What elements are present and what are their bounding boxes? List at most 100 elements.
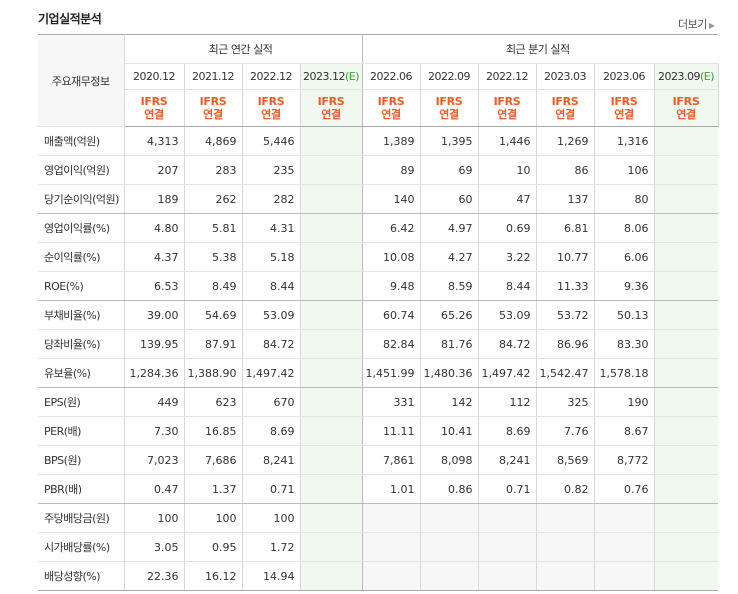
period-label: 2023.09 xyxy=(658,70,701,83)
value-cell: 14.94 xyxy=(242,561,301,591)
financial-summary-table: 주요재무정보 최근 연간 실적 최근 분기 실적 2020.12 2021.12 2022… xyxy=(38,34,719,591)
value-cell: 139.95 xyxy=(124,329,185,359)
value-cell: 5.81 xyxy=(184,213,243,243)
ifrs-label: IFRS xyxy=(317,95,345,108)
value-cell: 11.33 xyxy=(536,271,595,301)
period-header: 2022.12 xyxy=(478,63,537,90)
ifrs-label: IFRS xyxy=(610,95,638,108)
value-cell xyxy=(300,126,363,156)
value-cell: 1,284.36 xyxy=(124,358,185,388)
row-label: 영업이익(억원) xyxy=(38,155,125,185)
value-cell: 189 xyxy=(124,184,185,214)
value-cell: 82.84 xyxy=(362,329,421,359)
value-cell: 1,316 xyxy=(594,126,655,156)
value-cell: 1,480.36 xyxy=(420,358,479,388)
value-cell: 84.72 xyxy=(242,329,301,359)
period-label: 2022.12 xyxy=(486,70,529,83)
row-label: 주당배당금(원) xyxy=(38,503,125,533)
estimate-mark: (E) xyxy=(700,70,715,83)
table-row: 부채비율(%) 39.00 54.69 53.09 60.74 65.26 53.09 53.… xyxy=(38,300,719,330)
value-cell: 0.76 xyxy=(594,474,655,504)
value-cell xyxy=(300,329,363,359)
value-cell: 283 xyxy=(184,155,243,185)
table-row: 순이익률(%) 4.37 5.38 5.18 10.08 4.27 3.22 10.77 6.0… xyxy=(38,242,719,272)
consolidated-label: 연결 xyxy=(676,108,696,121)
value-cell xyxy=(300,445,363,475)
value-cell xyxy=(654,532,719,562)
value-cell: 87.91 xyxy=(184,329,243,359)
value-cell: 0.69 xyxy=(478,213,537,243)
ifrs-label: IFRS xyxy=(435,95,463,108)
more-link[interactable]: 더보기 ▶ xyxy=(678,16,715,32)
value-cell: 331 xyxy=(362,387,421,417)
value-cell xyxy=(420,532,479,562)
consolidated-label: 연결 xyxy=(497,108,517,121)
table-row: 매출액(억원) 4,313 4,869 5,446 1,389 1,395 1,446 1,2… xyxy=(38,126,719,156)
value-cell: 8,241 xyxy=(242,445,301,475)
quarter-group-header: 최근 분기 실적 xyxy=(362,34,719,64)
table-row: ROE(%) 6.53 8.49 8.44 9.48 8.59 8.44 11.33 9.36 xyxy=(38,271,719,301)
value-cell: 106 xyxy=(594,155,655,185)
period-header: 2022.06 xyxy=(362,63,421,90)
row-label: ROE(%) xyxy=(38,271,125,301)
value-cell xyxy=(654,358,719,388)
accounting-standard: IFRS 연결 xyxy=(300,89,363,127)
value-cell: 69 xyxy=(420,155,479,185)
corner-header: 주요재무정보 xyxy=(38,34,125,127)
value-cell: 10.08 xyxy=(362,242,421,272)
value-cell: 4,313 xyxy=(124,126,185,156)
value-cell: 60.74 xyxy=(362,300,421,330)
value-cell: 1.37 xyxy=(184,474,243,504)
value-cell: 282 xyxy=(242,184,301,214)
period-label: 2020.12 xyxy=(133,70,176,83)
value-cell: 8.59 xyxy=(420,271,479,301)
value-cell: 137 xyxy=(536,184,595,214)
value-cell: 262 xyxy=(184,184,243,214)
value-cell: 142 xyxy=(420,387,479,417)
value-cell: 6.42 xyxy=(362,213,421,243)
value-cell xyxy=(300,184,363,214)
value-cell: 10 xyxy=(478,155,537,185)
value-cell xyxy=(362,561,421,591)
value-cell: 8.69 xyxy=(478,416,537,446)
value-cell: 8,569 xyxy=(536,445,595,475)
value-cell: 83.30 xyxy=(594,329,655,359)
value-cell xyxy=(300,503,363,533)
value-cell xyxy=(536,532,595,562)
value-cell: 100 xyxy=(184,503,243,533)
accounting-standard: IFRS 연결 xyxy=(420,89,479,127)
accounting-standard: IFRS 연결 xyxy=(184,89,243,127)
row-label: 부채비율(%) xyxy=(38,300,125,330)
value-cell: 4.31 xyxy=(242,213,301,243)
consolidated-label: 연결 xyxy=(261,108,281,121)
value-cell: 8.67 xyxy=(594,416,655,446)
value-cell: 4,869 xyxy=(184,126,243,156)
value-cell xyxy=(654,474,719,504)
value-cell xyxy=(420,503,479,533)
value-cell: 1,497.42 xyxy=(242,358,301,388)
value-cell: 4.80 xyxy=(124,213,185,243)
value-cell xyxy=(536,561,595,591)
ifrs-label: IFRS xyxy=(257,95,285,108)
consolidated-label: 연결 xyxy=(614,108,634,121)
value-cell: 50.13 xyxy=(594,300,655,330)
value-cell xyxy=(478,503,537,533)
value-cell: 89 xyxy=(362,155,421,185)
value-cell xyxy=(594,503,655,533)
value-cell: 100 xyxy=(124,503,185,533)
table-row: 당기순이익(억원) 189 262 282 140 60 47 137 80 xyxy=(38,184,719,214)
value-cell: 0.71 xyxy=(478,474,537,504)
value-cell: 1,389 xyxy=(362,126,421,156)
value-cell xyxy=(654,242,719,272)
table-row: 영업이익(억원) 207 283 235 89 69 10 86 106 xyxy=(38,155,719,185)
value-cell: 1,451.99 xyxy=(362,358,421,388)
estimate-mark: (E) xyxy=(344,70,360,83)
value-cell: 0.86 xyxy=(420,474,479,504)
ifrs-label: IFRS xyxy=(199,95,227,108)
table-row: 시가배당률(%) 3.05 0.95 1.72 xyxy=(38,532,719,562)
row-label: 영업이익률(%) xyxy=(38,213,125,243)
value-cell xyxy=(654,329,719,359)
value-cell xyxy=(654,300,719,330)
value-cell: 1,395 xyxy=(420,126,479,156)
value-cell: 3.05 xyxy=(124,532,185,562)
